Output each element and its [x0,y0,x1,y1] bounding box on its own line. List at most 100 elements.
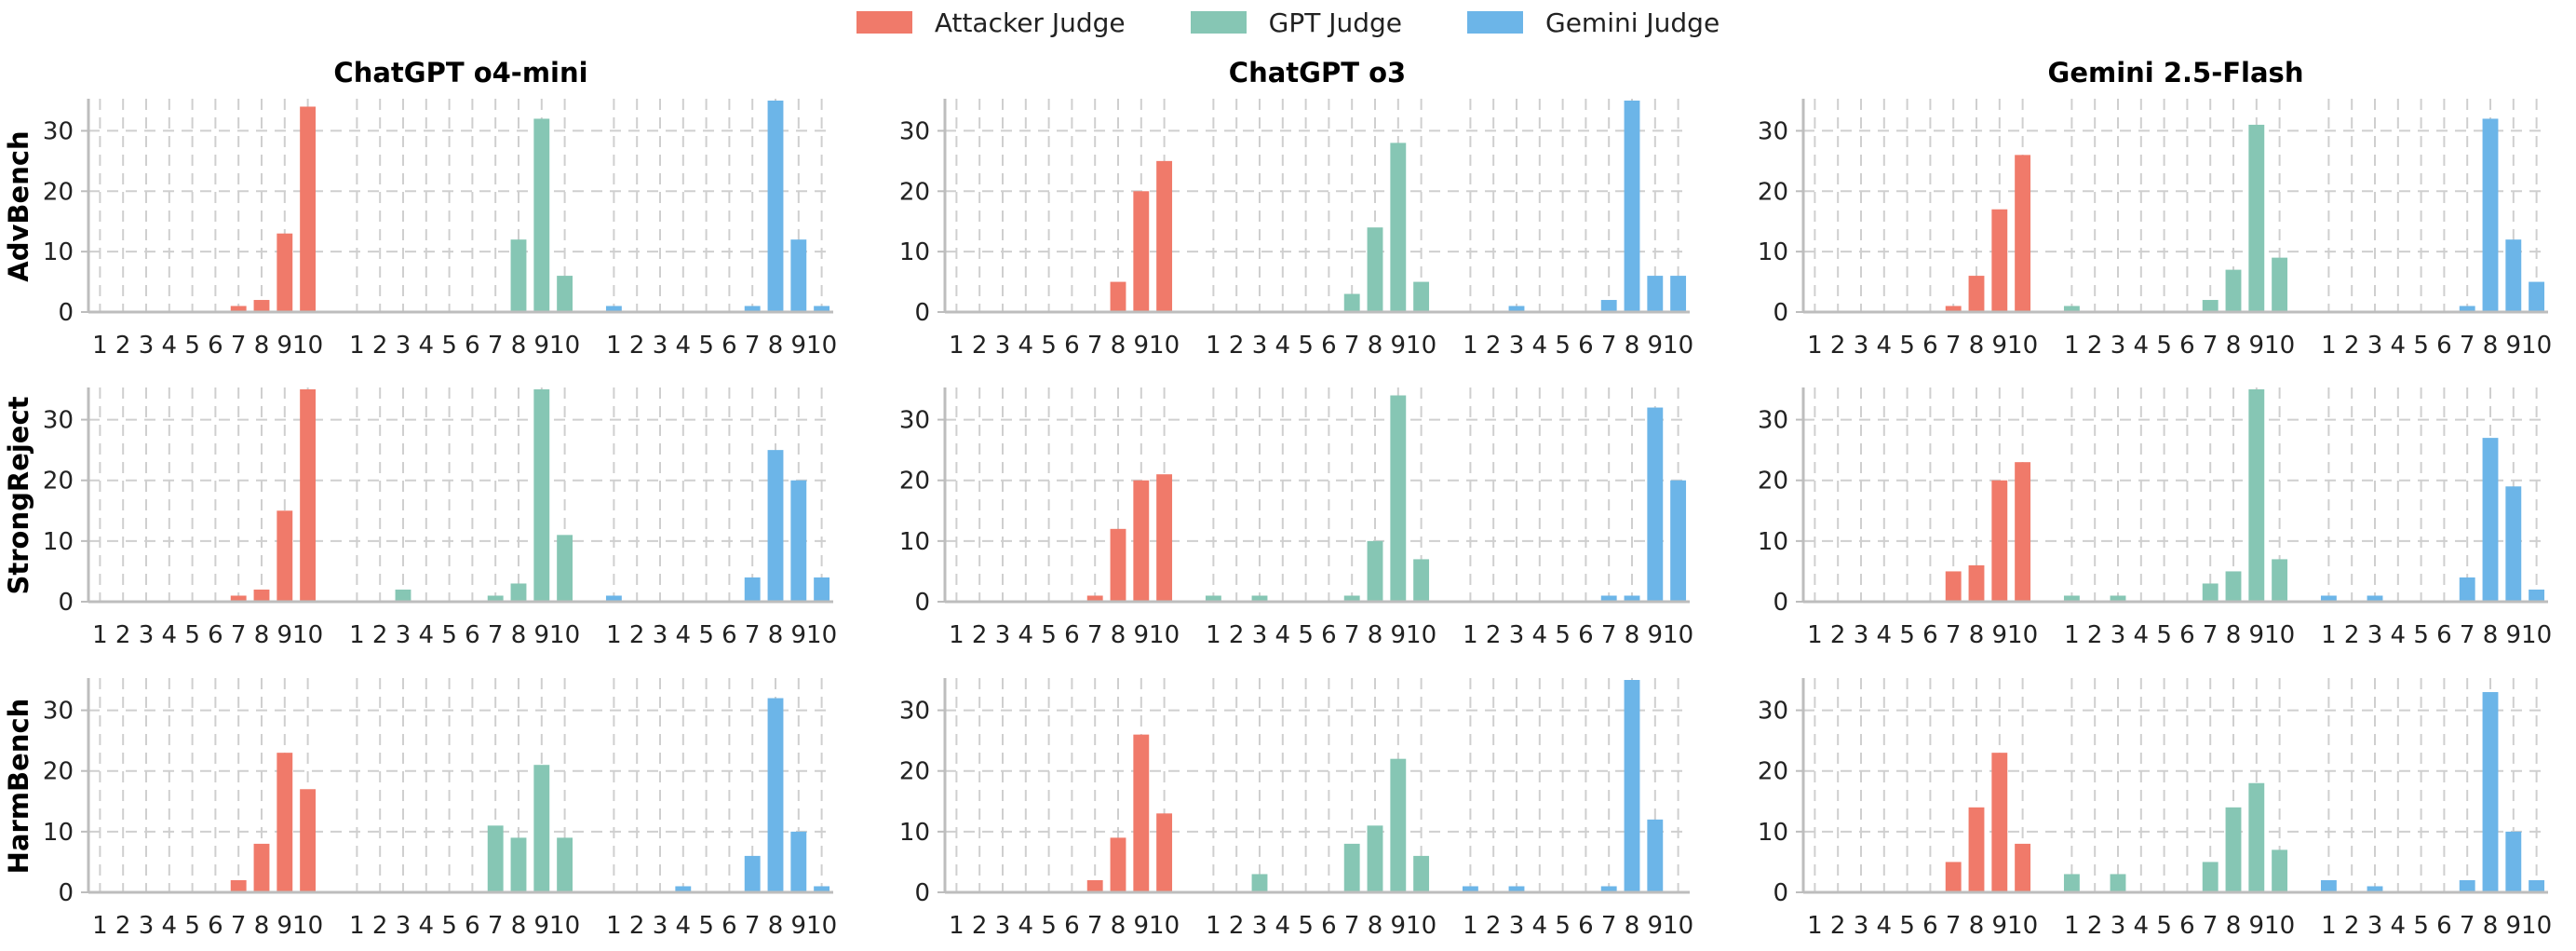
x-tick-label: 6 [2179,621,2195,649]
x-tick-label: 5 [1298,912,1314,940]
bar [1945,306,1962,312]
x-tick-label: 9 [1648,332,1664,360]
bar [1508,886,1525,892]
x-tick-label: 2 [372,621,388,649]
bar [1390,143,1407,312]
x-tick-label: 10 [1406,621,1436,649]
x-tick-label: 9 [1391,912,1407,940]
bar [767,698,784,892]
x-tick-label: 8 [1368,912,1383,940]
x-tick-label: 2 [2087,332,2103,360]
x-tick-label: 6 [1064,332,1080,360]
x-tick-label: 4 [162,912,178,940]
bar [790,480,807,602]
x-tick-label: 4 [1018,912,1034,940]
x-tick-label: 6 [2436,621,2452,649]
row-label: StrongReject [3,396,34,594]
x-tick-label: 3 [2111,621,2126,649]
bar [557,837,573,892]
x-tick-label: 1 [1206,621,1221,649]
bar [1343,293,1360,312]
x-tick-label: 1 [606,912,622,940]
legend-item: Gemini Judge [1467,7,1720,38]
x-tick-label: 6 [1578,912,1594,940]
x-tick-label: 10 [292,621,323,649]
bar [1600,300,1617,312]
bar [744,855,761,892]
bar [1968,276,1985,312]
x-tick-label: 10 [2521,621,2552,649]
bar [2272,257,2288,312]
x-tick-label: 10 [2264,332,2295,360]
x-tick-label: 6 [2436,912,2452,940]
bar [675,886,692,892]
x-tick-label: 6 [1064,621,1080,649]
bar [510,239,527,312]
x-tick-label: 1 [1807,621,1823,649]
x-tick-label: 9 [534,912,550,940]
x-tick-label: 9 [1992,332,2008,360]
x-tick-label: 5 [1041,332,1057,360]
x-tick-label: 7 [488,912,504,940]
x-tick-label: 6 [208,621,223,649]
y-tick-label: 30 [1758,698,1788,726]
x-tick-label: 2 [2344,912,2360,940]
bar [1343,595,1360,602]
x-tick-label: 1 [92,332,108,360]
x-tick-label: 5 [698,912,714,940]
legend-item: GPT Judge [1190,7,1402,38]
y-tick-label: 20 [43,758,74,786]
x-tick-label: 4 [162,332,178,360]
x-tick-label: 10 [2007,912,2038,940]
x-tick-label: 9 [277,621,293,649]
x-tick-label: 9 [1134,621,1150,649]
x-tick-label: 10 [1406,332,1436,360]
x-tick-label: 8 [1368,332,1383,360]
bar [2367,595,2383,602]
column-title: Gemini 2.5-Flash [2048,57,2304,88]
x-tick-label: 4 [1877,621,1893,649]
x-tick-label: 1 [92,912,108,940]
y-tick-label: 0 [1773,879,1788,907]
bar [1647,819,1664,892]
y-tick-label: 30 [43,117,74,145]
x-tick-label: 1 [2064,912,2080,940]
bar [2015,155,2031,312]
x-tick-label: 7 [1946,332,1962,360]
x-tick-label: 6 [1578,621,1594,649]
x-tick-label: 7 [488,332,504,360]
y-tick-label: 0 [58,879,74,907]
bar [2063,306,2080,312]
x-tick-label: 7 [1946,912,1962,940]
x-tick-label: 4 [419,912,435,940]
x-tick-label: 5 [698,621,714,649]
x-tick-label: 7 [2460,912,2475,940]
x-tick-label: 3 [995,332,1011,360]
x-tick-label: 3 [139,332,155,360]
legend-label: Gemini Judge [1545,7,1720,38]
bar [510,837,527,892]
bar [2529,589,2545,602]
bar [767,450,784,602]
bar [2225,807,2242,892]
x-tick-label: 7 [2460,332,2475,360]
bar [1945,571,1962,602]
x-tick-label: 5 [441,912,457,940]
x-tick-label: 4 [1532,621,1548,649]
bar [814,886,830,892]
x-tick-label: 4 [162,621,178,649]
bar [1133,480,1150,602]
y-tick-label: 30 [43,698,74,726]
bar [1413,559,1430,602]
x-tick-label: 8 [1368,621,1383,649]
x-tick-label: 9 [1992,912,2008,940]
x-tick-label: 7 [1601,912,1617,940]
y-tick-label: 20 [1758,468,1788,496]
bar [1624,595,1640,602]
bar [2202,583,2219,602]
bar [1086,595,1103,602]
bar [605,595,622,602]
x-tick-label: 2 [115,912,131,940]
y-tick-label: 30 [899,117,930,145]
